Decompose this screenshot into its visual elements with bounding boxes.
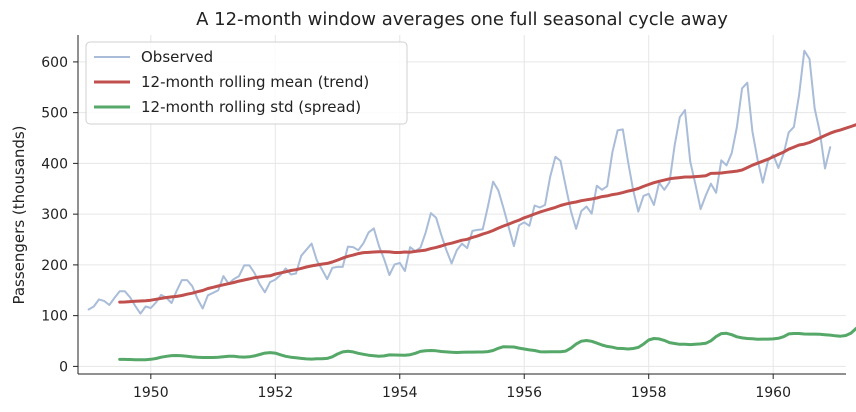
x-tick-label: 1956 xyxy=(506,385,542,401)
y-tick-label: 300 xyxy=(41,207,68,223)
x-tick-label: 1954 xyxy=(382,385,418,401)
legend: Observed 12-month rolling mean (trend) 12-… xyxy=(85,41,408,125)
y-axis-label: Passengers (thousands) xyxy=(10,125,28,304)
x-tick-label: 1958 xyxy=(631,385,667,401)
axes xyxy=(73,35,846,379)
legend-box xyxy=(85,41,408,125)
legend-label: Observed xyxy=(141,48,213,66)
x-tick-label: 1960 xyxy=(755,385,791,401)
x-tick-label: 1952 xyxy=(257,385,293,401)
y-tick-label: 100 xyxy=(41,309,68,325)
observed-series-line xyxy=(87,49,832,315)
y-tick-label: 600 xyxy=(41,55,68,71)
y-tick-label: 500 xyxy=(41,106,68,122)
x-tick-label: 1950 xyxy=(133,385,169,401)
tick-labels: 1950 1952 1954 1956 1958 1960 0 100 200 300 400 500… xyxy=(41,55,791,401)
y-tick-label: 0 xyxy=(59,359,68,375)
legend-label: 12-month rolling mean (trend) xyxy=(141,73,369,91)
rolling-mean-series-line xyxy=(118,123,856,304)
y-tick-label: 400 xyxy=(41,156,68,172)
chart-title: A 12-month window averages one full seas… xyxy=(196,9,728,30)
rolling-std-series-line xyxy=(118,326,856,362)
series-lines xyxy=(87,49,856,362)
legend-label: 12-month rolling std (spread) xyxy=(141,98,361,116)
y-tick-label: 200 xyxy=(41,258,68,274)
